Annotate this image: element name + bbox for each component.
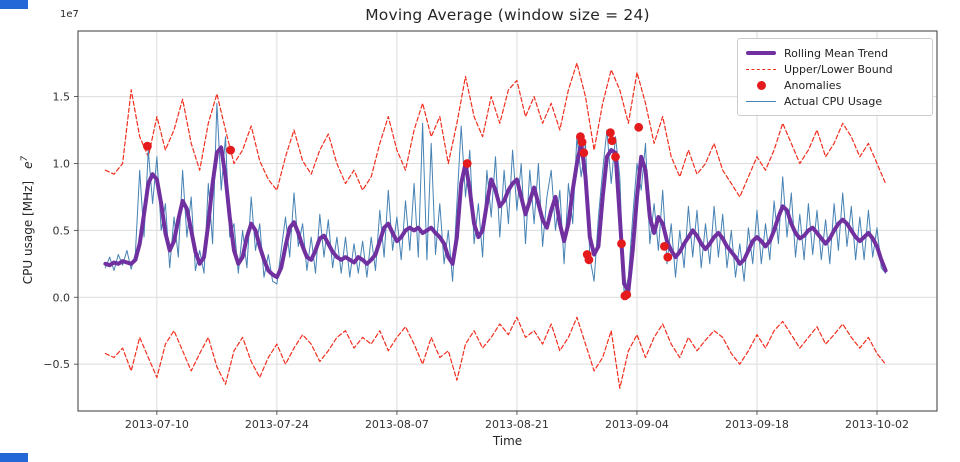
legend-label: Actual CPU Usage (784, 94, 883, 108)
anomaly-point (611, 152, 620, 162)
screen-corner-artifact-top (0, 0, 28, 9)
y-axis-label-text: CPU usage [MHz] (21, 180, 35, 285)
x-tick-label: 2013-09-18 (725, 418, 789, 431)
y-tick-label: 1.5 (53, 91, 71, 104)
legend-label: Rolling Mean Trend (784, 46, 889, 60)
anomaly-point (584, 255, 594, 265)
anomaly-point (622, 290, 632, 299)
x-tick-label: 2013-10-02 (845, 418, 909, 431)
anomaly-point (577, 137, 587, 147)
x-tick-label: 2013-08-07 (365, 418, 429, 431)
x-tick-label: 2013-07-10 (125, 418, 189, 431)
legend-item-anomalies: Anomalies (746, 77, 924, 93)
bound-dashed-line-swatch (746, 68, 776, 70)
series-actual (104, 102, 887, 296)
y-axis-label-exponent: e7 (20, 155, 35, 169)
axes-border (77, 30, 938, 412)
rolling-mean-line-swatch (746, 51, 776, 55)
anomaly-point (606, 128, 615, 138)
chart-title: Moving Average (window size = 24) (365, 6, 650, 24)
x-axis-label: Time (492, 434, 523, 448)
actual-line-swatch (746, 100, 776, 102)
anomaly-point (226, 145, 236, 155)
y-tick-label: 0.5 (53, 224, 71, 237)
legend-item-rolling-mean: Rolling Mean Trend (746, 45, 924, 61)
legend: Rolling Mean Trend Upper/Lower Bound Ano… (737, 38, 933, 116)
legend-item-actual: Actual CPU Usage (746, 93, 924, 109)
series-upper-bound (104, 62, 887, 198)
anomaly-point (617, 239, 626, 249)
anomaly-point (143, 141, 152, 151)
x-tick-label: 2013-09-04 (605, 418, 669, 431)
anomaly-point (462, 159, 472, 168)
series-lower-bound (104, 316, 887, 389)
y-axis-offset-text: 1e7 (60, 9, 79, 20)
anomaly-dot-swatch (746, 80, 776, 90)
anomaly-point (607, 136, 617, 146)
anomaly-point (663, 252, 673, 262)
legend-label: Upper/Lower Bound (784, 62, 893, 76)
series-rolling-mean (103, 141, 888, 293)
y-tick-label: −0.5 (43, 358, 70, 371)
y-tick-label: 1.0 (53, 157, 71, 170)
x-tick-label: 2013-07-24 (245, 418, 309, 431)
y-axis-label: CPU usage [MHz] e7 (20, 115, 36, 325)
legend-item-bounds: Upper/Lower Bound (746, 61, 924, 77)
legend-label: Anomalies (784, 78, 842, 92)
screen-corner-artifact-bottom (0, 453, 28, 462)
anomaly-point (634, 122, 644, 132)
y-tick-label: 0.0 (53, 291, 71, 304)
anomaly-point (660, 242, 669, 251)
anomaly-point (579, 148, 589, 158)
x-tick-label: 2013-08-21 (485, 418, 549, 431)
